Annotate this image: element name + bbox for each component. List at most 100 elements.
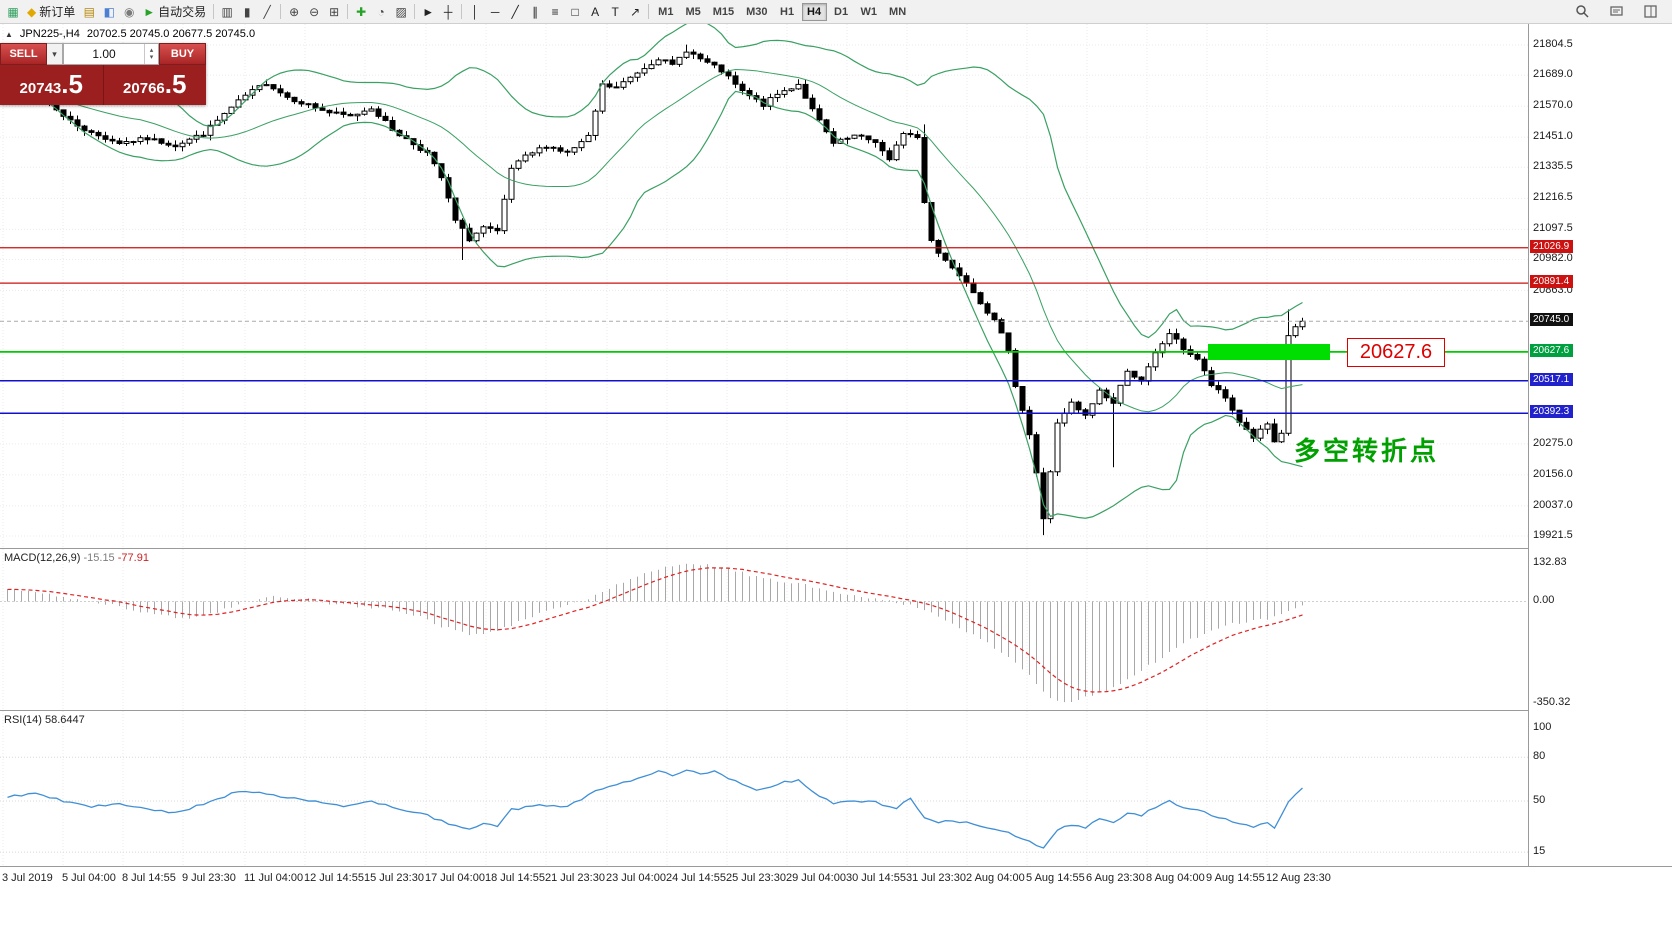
sell-price-frac: .5 [61,69,83,99]
zoom-out-icon[interactable]: ⊖ [304,2,324,22]
toolbar-separator [414,4,416,19]
chart-profiles-icon: ▤ [83,4,95,19]
text-label-icon[interactable]: T [605,2,625,22]
timeframe-m1[interactable]: M1 [653,3,678,21]
buy-button[interactable]: BUY [159,43,206,65]
rsi-panel[interactable] [0,710,1528,866]
volume-spinner[interactable]: ▴ ▾ [144,44,158,64]
time-axis-label: 5 Aug 14:55 [1026,872,1085,884]
new-order-button: ◆ [27,4,37,19]
timeframe-m5[interactable]: M5 [680,3,705,21]
shapes-icon[interactable]: □ [565,2,585,22]
fibonacci-icon: ≡ [551,4,559,19]
zoom-out-icon: ⊖ [309,4,320,19]
price-axis-label: 20982.0 [1533,252,1573,265]
rsi-axis-label: 100 [1533,721,1552,733]
crosshair-icon[interactable]: ┼ [438,2,458,22]
crosshair-icon: ┼ [443,4,453,19]
chart-profiles-icon[interactable]: ▤ [79,2,99,22]
time-axis-label: 24 Jul 14:55 [666,872,726,884]
highlight-rectangle[interactable] [1208,344,1330,361]
candlestick-chart-icon[interactable]: ▮ [237,2,257,22]
symbol-period-label: JPN225-,H4 [19,28,80,40]
price-level-badge: 20745.0 [1530,313,1574,327]
price-axis-label: 21335.5 [1533,160,1573,173]
timeframe-w1[interactable]: W1 [856,3,883,21]
time-axis-label: 23 Jul 04:00 [606,872,666,884]
zoom-in-icon[interactable]: ⊕ [284,2,304,22]
text-icon[interactable]: A [585,2,605,22]
chart-plot-area[interactable]: ▲ JPN225-,H4 20702.5 20745.0 20677.5 207… [0,24,1528,866]
price-axis-label: 21097.5 [1533,222,1573,235]
one-click-trading-panel[interactable]: SELL ▾ 1.00 ▴ ▾ BUY 20743.5 20766.5 [0,43,206,105]
zoom-in-icon: ⊕ [289,4,300,19]
arrows-icon[interactable]: ↗ [625,2,645,22]
trendline-icon[interactable]: ╱ [505,2,525,22]
indicators-icon[interactable]: ✚ [351,2,371,22]
layout-panel-icon[interactable] [1636,1,1664,23]
timeframe-h4[interactable]: H4 [801,2,827,21]
time-axis-label: 17 Jul 04:00 [425,872,485,884]
vertical-line-icon[interactable]: │ [465,2,485,22]
toolbar-right [1568,1,1669,23]
horizontal-line-icon: ─ [490,4,500,19]
timeframe-d1[interactable]: D1 [829,3,854,21]
chat-panel-icon[interactable] [1602,1,1630,23]
volume-up-icon[interactable]: ▴ [149,47,154,54]
periods-icon[interactable]: ◔ [371,2,391,22]
price-axis-label: 21570.0 [1533,99,1573,112]
timeframe-m15[interactable]: M15 [708,3,739,21]
cursor-icon: ► [422,4,435,19]
chart-title: ▲ JPN225-,H4 20702.5 20745.0 20677.5 207… [5,28,255,40]
app-icon[interactable]: ▦ [3,2,23,22]
rsi-axis-label: 50 [1533,794,1546,806]
data-window-icon[interactable]: ◧ [99,2,119,22]
timeframe-mn[interactable]: MN [884,3,911,21]
time-axis-label: 6 Aug 23:30 [1086,872,1145,884]
macd-panel[interactable] [0,548,1528,710]
new-order-button-label: 新订单 [39,5,76,19]
sell-price[interactable]: 20743.5 [0,65,104,105]
order-type-dropdown-icon[interactable]: ▾ [47,43,63,65]
arrows-icon: ↗ [630,4,641,19]
market-watch-icon: ◉ [124,4,135,19]
horizontal-line-icon[interactable]: ─ [485,2,505,22]
volume-down-icon[interactable]: ▾ [149,54,154,61]
candlestick-chart[interactable] [0,24,1528,548]
pivot-annotation-text[interactable]: 多空转折点 [1294,436,1440,466]
price-axis[interactable]: 21804.5 21689.0 21570.0 21451.0 21335.5 21216… [1528,24,1672,866]
time-axis-label: 2 Aug 04:00 [966,872,1025,884]
volume-input[interactable]: 1.00 ▴ ▾ [63,43,159,65]
line-chart-icon[interactable]: ╱ [257,2,277,22]
time-axis[interactable]: 3 Jul 2019 5 Jul 04:00 8 Jul 14:55 9 Jul 23… [0,866,1672,893]
text-icon: A [591,4,600,19]
time-axis-label: 12 Aug 23:30 [1266,872,1331,884]
search-icon[interactable] [1568,1,1596,23]
ohlc-values: 20702.5 20745.0 20677.5 20745.0 [86,28,256,40]
price-level-badge: 20891.4 [1530,275,1574,289]
cursor-icon[interactable]: ► [418,2,438,22]
buy-price[interactable]: 20766.5 [104,65,207,105]
tile-windows-icon[interactable]: ⊞ [324,2,344,22]
time-axis-label: 9 Aug 14:55 [1206,872,1265,884]
templates-icon[interactable]: ▨ [391,2,411,22]
fibonacci-icon[interactable]: ≡ [545,2,565,22]
collapse-panel-icon[interactable]: ▲ [5,29,13,39]
candlestick-chart-icon: ▮ [243,4,251,19]
new-order-button[interactable]: ◆ 新订单 [23,2,79,22]
equidistant-channel-icon[interactable]: ∥ [525,2,545,22]
tile-windows-icon: ⊞ [329,4,340,19]
timeframe-h1[interactable]: H1 [775,3,800,21]
timeframe-m30[interactable]: M30 [741,3,772,21]
sell-button[interactable]: SELL [0,43,47,65]
price-level-badge: 20392.3 [1530,405,1574,419]
level-price-label[interactable]: 20627.6 [1347,338,1445,367]
autotrading-button[interactable]: ► 自动交易 [139,2,210,22]
market-watch-icon[interactable]: ◉ [119,2,139,22]
toolbar-separator [213,4,215,19]
toolbar: ▦ ◆ 新订单 ▤ ◧ ◉ ► 自动交易 ▥ ▮ ╱ ⊕ ⊖ ⊞ ✚ ◔ ▨ ► ┼ │ ─ ╱ ∥ ≡ □ A T ↗ M1 M5 M1… [0,0,1672,24]
toolbar-separator [648,4,650,19]
price-axis-label: 20156.0 [1533,467,1573,480]
bar-chart-icon[interactable]: ▥ [217,2,237,22]
